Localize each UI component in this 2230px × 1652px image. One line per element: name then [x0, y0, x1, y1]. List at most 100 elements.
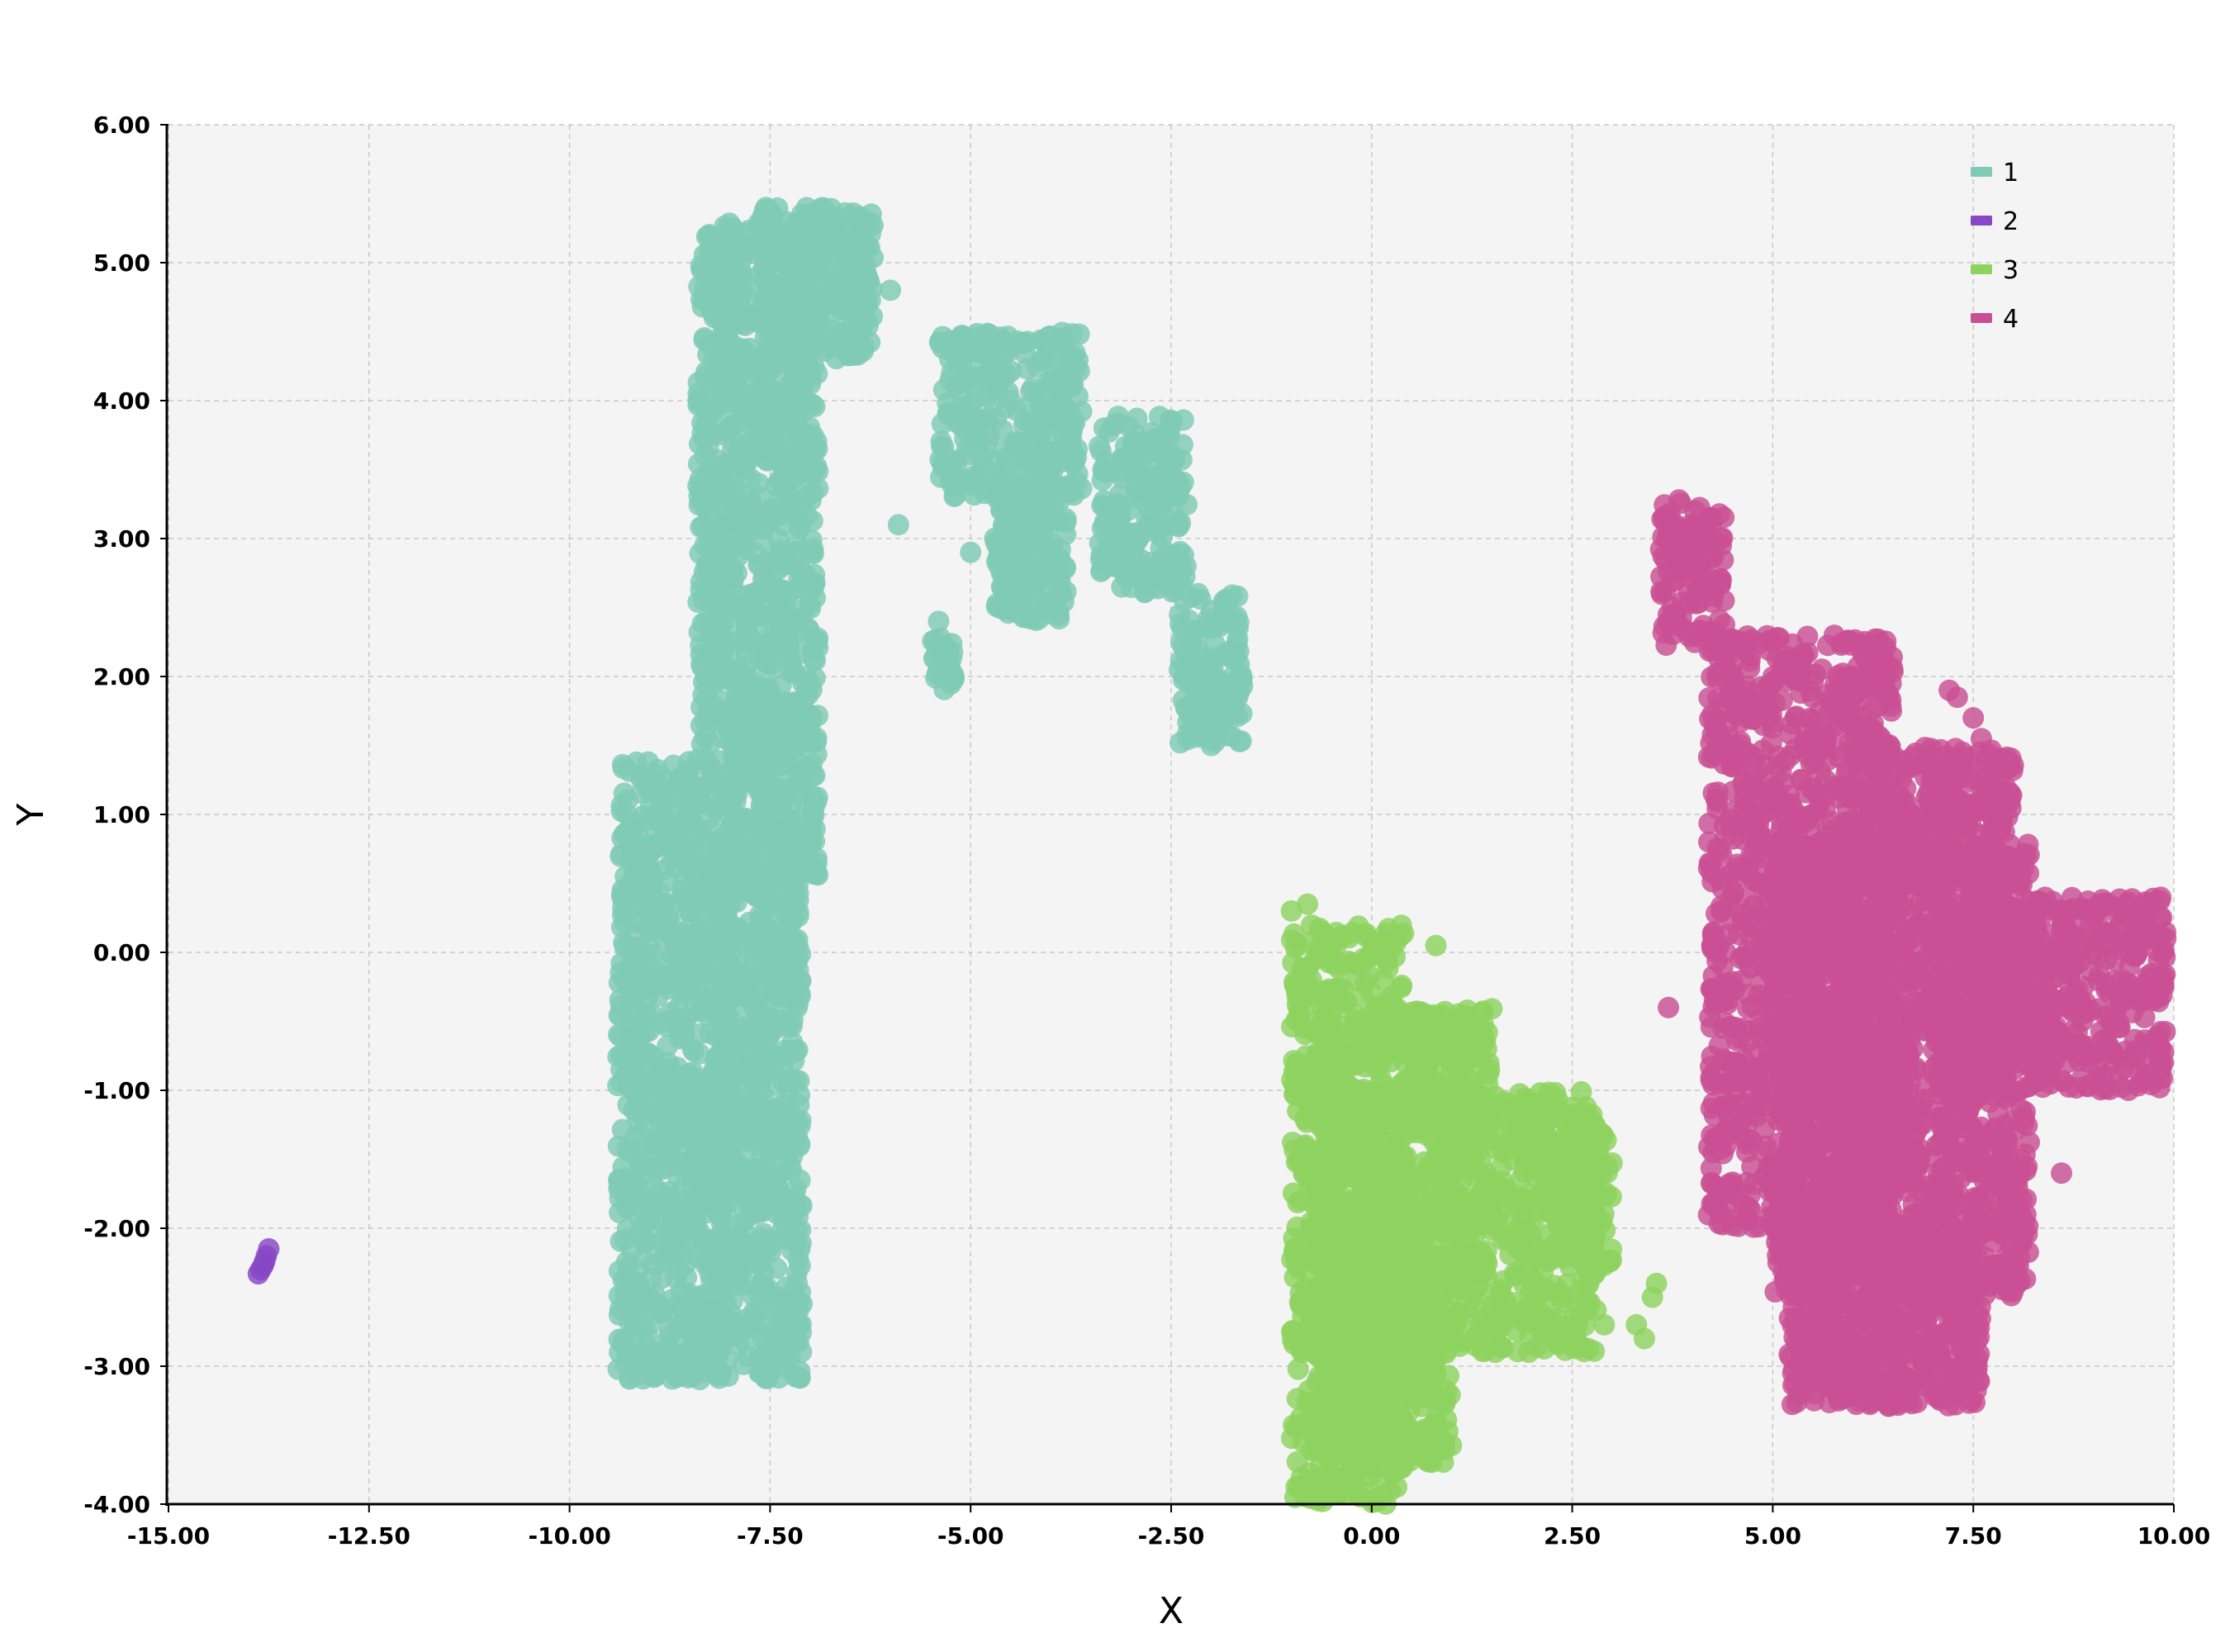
- data-point: [1166, 510, 1189, 532]
- data-point: [698, 461, 720, 483]
- data-point: [772, 848, 795, 871]
- data-point: [960, 541, 982, 563]
- data-point: [717, 917, 739, 939]
- data-point: [717, 660, 739, 682]
- data-point: [700, 626, 722, 648]
- data-point: [788, 311, 809, 333]
- data-point: [1348, 1040, 1370, 1062]
- data-point: [972, 444, 994, 467]
- data-point: [719, 560, 742, 582]
- data-point: [843, 245, 866, 268]
- data-points: [247, 197, 2177, 1515]
- data-point: [689, 1352, 711, 1374]
- data-point: [787, 496, 809, 518]
- data-point: [755, 273, 777, 296]
- data-point: [1176, 723, 1198, 745]
- data-point: [797, 758, 819, 781]
- data-point: [1040, 372, 1062, 394]
- data-point: [763, 951, 785, 973]
- data-point: [661, 850, 683, 872]
- data-point: [614, 901, 636, 923]
- data-point: [856, 288, 878, 310]
- data-point: [749, 858, 771, 880]
- data-point: [641, 1253, 663, 1275]
- data-point: [1091, 469, 1113, 491]
- data-point: [1098, 509, 1121, 531]
- data-point: [644, 1364, 667, 1386]
- data-point: [742, 1241, 764, 1263]
- data-point: [666, 1155, 688, 1177]
- data-point: [1371, 1484, 1393, 1507]
- data-point: [647, 1300, 669, 1322]
- data-point: [698, 565, 720, 587]
- data-point: [612, 757, 634, 779]
- data-point: [714, 301, 736, 323]
- data-point: [732, 982, 754, 1004]
- data-point: [997, 381, 1019, 403]
- data-point: [769, 387, 791, 409]
- data-point: [1155, 452, 1177, 474]
- data-point: [731, 528, 752, 550]
- data-point: [614, 1270, 637, 1292]
- data-point: [708, 596, 730, 619]
- data-point: [713, 897, 735, 919]
- data-point: [1359, 943, 1382, 966]
- data-point: [1147, 510, 1169, 533]
- data-point: [997, 325, 1019, 348]
- data-point: [1187, 582, 1209, 605]
- data-point: [669, 1028, 691, 1050]
- data-point: [1064, 411, 1086, 434]
- data-point: [1218, 689, 1241, 711]
- data-point: [948, 475, 970, 497]
- data-point: [1131, 431, 1153, 453]
- data-point: [672, 1110, 695, 1132]
- data-point: [1225, 645, 1247, 667]
- data-point: [984, 527, 1006, 549]
- data-point: [693, 491, 715, 513]
- data-point: [687, 748, 709, 771]
- data-point: [1208, 672, 1230, 694]
- data-point: [954, 428, 975, 450]
- data-point: [1029, 525, 1051, 548]
- data-point: [690, 259, 713, 281]
- data-point: [1051, 321, 1074, 344]
- data-point: [1013, 414, 1035, 436]
- data-point: [615, 1064, 638, 1085]
- data-point: [689, 855, 711, 876]
- data-point: [748, 904, 771, 927]
- data-point: [619, 1368, 641, 1390]
- data-point: [680, 1321, 702, 1343]
- data-point: [880, 279, 902, 301]
- data-point: [736, 655, 758, 677]
- data-point: [760, 758, 781, 781]
- data-point: [804, 436, 827, 458]
- data-point: [786, 1126, 809, 1148]
- data-point: [705, 955, 728, 977]
- data-point: [738, 1076, 760, 1098]
- data-point: [727, 852, 749, 875]
- data-point: [1280, 929, 1302, 952]
- data-point: [1038, 440, 1060, 463]
- data-point: [670, 953, 692, 976]
- data-point: [887, 514, 909, 536]
- data-point: [786, 996, 809, 1018]
- data-point: [620, 1032, 643, 1054]
- data-point: [1136, 468, 1158, 491]
- data-point: [716, 323, 738, 345]
- data-point: [635, 949, 657, 971]
- data-point: [768, 469, 790, 491]
- data-point: [939, 369, 961, 392]
- data-point: [1011, 597, 1033, 620]
- data-point: [732, 240, 754, 263]
- data-point: [747, 610, 770, 633]
- data-point: [638, 919, 661, 941]
- data-point: [711, 1075, 733, 1098]
- data-point: [688, 786, 710, 809]
- data-point: [1203, 615, 1226, 638]
- data-point: [980, 351, 1002, 373]
- data-point: [795, 715, 818, 738]
- data-point: [1004, 529, 1027, 552]
- data-point: [768, 1164, 790, 1186]
- data-point: [771, 1056, 794, 1079]
- data-point: [1384, 946, 1407, 968]
